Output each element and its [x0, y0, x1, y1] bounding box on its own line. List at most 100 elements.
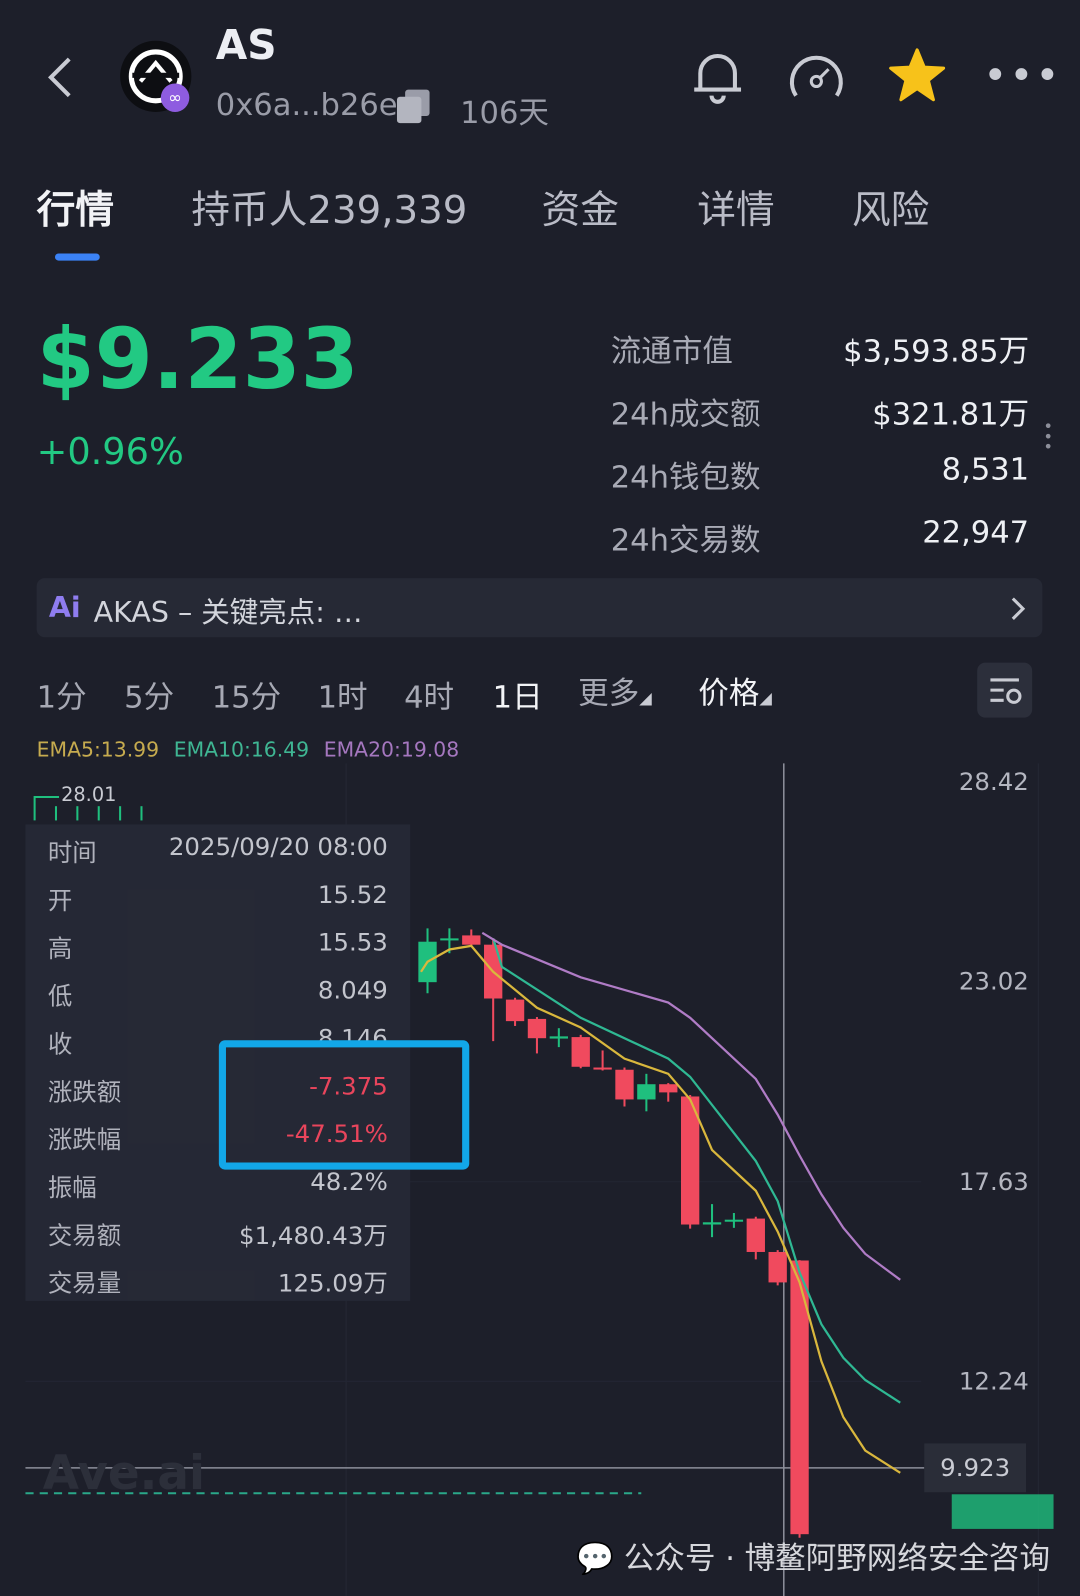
tooltip-value: 8.049	[317, 976, 388, 1005]
timeframe-1h[interactable]: 1时	[317, 679, 368, 716]
tooltip-label: 高	[47, 934, 73, 963]
candle-body	[527, 1018, 547, 1039]
footer-text: 公众号 · 博鳌阿野网络安全咨询	[623, 1541, 1050, 1577]
tooltip-label: 振幅	[47, 1173, 97, 1203]
ema10-label: EMA10:16.49	[173, 736, 310, 762]
chart-settings-button[interactable]	[977, 662, 1033, 718]
timeframe-4h[interactable]: 4时	[404, 679, 455, 716]
high-marker-line	[33, 796, 60, 821]
candle-body	[680, 1096, 700, 1225]
candle-tooltip: 时间 2025/09/20 08:00 开 15.52 高 15.53 低 8.…	[25, 824, 411, 1301]
ema-legend: EMA5:13.99 EMA10:16.49 EMA20:19.08	[37, 737, 460, 761]
ai-banner-text: AKAS – 关键亮点: …	[93, 595, 363, 630]
stat-value: $321.81万	[872, 396, 1030, 433]
candle-body	[440, 938, 459, 941]
tab-funds[interactable]: 资金	[541, 187, 619, 233]
speedometer-icon[interactable]	[786, 49, 847, 106]
ai-highlights-banner[interactable]: Ai AKAS – 关键亮点: …	[36, 578, 1043, 638]
star-icon[interactable]	[888, 47, 947, 104]
current-price: $9.233	[36, 311, 359, 409]
candle-body	[790, 1260, 809, 1535]
tab-risk[interactable]: 风险	[851, 187, 930, 233]
stat-label: 24h交易数	[610, 523, 761, 559]
candle-body	[549, 1036, 568, 1039]
tooltip-value: -7.375	[309, 1071, 388, 1101]
tooltip-value: 48.2%	[310, 1167, 388, 1197]
candle-body	[615, 1069, 634, 1100]
tooltip-label: 交易额	[47, 1221, 122, 1250]
stat-value: $3,593.85万	[843, 333, 1030, 370]
wechat-icon: 💬	[576, 1541, 615, 1577]
candle-body	[637, 1084, 656, 1100]
dropdown-triangle-icon: ◢	[759, 688, 772, 708]
dropdown-triangle-icon: ◢	[639, 688, 652, 708]
timeframe-more-dropdown[interactable]: 更多◢	[578, 668, 652, 713]
y-tick-label: 23.02	[958, 967, 1029, 996]
timeframe-5m[interactable]: 5分	[124, 679, 175, 716]
bell-icon[interactable]	[688, 47, 747, 106]
settings-sliders-icon	[990, 678, 1022, 704]
back-icon[interactable]	[45, 55, 76, 100]
more-label: 更多	[578, 675, 640, 712]
stat-label: 流通市值	[610, 333, 733, 370]
ema20-label: EMA20:19.08	[323, 736, 460, 762]
active-tab-indicator	[54, 253, 100, 261]
ai-icon: Ai	[48, 590, 81, 624]
tooltip-value: -47.51%	[285, 1119, 388, 1149]
tab-details[interactable]: 详情	[697, 187, 775, 233]
timeframe-1m[interactable]: 1分	[36, 679, 87, 716]
tooltip-value: 125.09万	[277, 1269, 388, 1298]
candle-body	[462, 935, 481, 945]
y-tick-label: 28.42	[958, 767, 1029, 797]
stat-value: 22,947	[922, 515, 1030, 551]
tab-market[interactable]: 行情	[36, 187, 115, 233]
ema5-label: EMA5:13.99	[36, 736, 160, 762]
tooltip-label: 低	[47, 982, 73, 1011]
tooltip-label: 开	[47, 886, 73, 916]
wechat-footer: 💬 公众号 · 博鳌阿野网络安全咨询	[576, 1533, 1050, 1578]
highlight-box	[218, 1040, 470, 1170]
tooltip-value: $1,480.43万	[239, 1221, 388, 1250]
tooltip-label: 涨跌幅	[47, 1125, 122, 1155]
timeframe-15m[interactable]: 15分	[211, 679, 282, 716]
tooltip-label: 涨跌额	[47, 1077, 122, 1107]
high-marker-label: 28.01	[61, 783, 117, 807]
chevron-right-icon	[1011, 597, 1026, 620]
price-type-dropdown[interactable]: 价格◢	[698, 668, 772, 713]
price-change: +0.96%	[36, 431, 184, 474]
timeframe-1d[interactable]: 1日	[492, 679, 543, 716]
tooltip-value: 15.53	[317, 928, 388, 957]
y-tick-label: 17.63	[958, 1167, 1029, 1197]
chain-badge-icon: ∞	[160, 83, 190, 112]
y-tick-label: 12.24	[958, 1367, 1029, 1396]
ave-watermark: Ave.ai	[42, 1445, 206, 1501]
tooltip-label: 时间	[47, 838, 97, 868]
tooltip-label: 收	[47, 1030, 73, 1059]
ema-line-ema10	[492, 938, 901, 1404]
contract-address: 0x6a...b26e	[215, 87, 398, 124]
candle-body	[593, 1067, 612, 1070]
more-icon[interactable]: •••	[983, 52, 1062, 100]
tooltip-value: 2025/09/20 08:00	[168, 832, 388, 862]
candle-body	[505, 999, 525, 1022]
token-age: 106天	[460, 95, 549, 132]
tooltip-label: 交易量	[47, 1269, 122, 1298]
price-type-label: 价格	[698, 675, 760, 712]
tooltip-value: 15.52	[317, 880, 388, 909]
token-name: AS	[215, 22, 277, 70]
candle-body	[702, 1222, 722, 1225]
current-price-tag	[951, 1494, 1054, 1529]
candle-body	[571, 1037, 590, 1067]
ema-line-ema5	[420, 944, 901, 1474]
crosshair-price-label: 9.923	[924, 1443, 1027, 1493]
candle-body	[659, 1084, 678, 1093]
copy-icon[interactable]	[396, 89, 432, 125]
candle-body	[768, 1251, 787, 1283]
tab-holders[interactable]: 持币人239,339	[191, 187, 468, 233]
tooltip-value: 8.146	[317, 1024, 388, 1053]
ema-line-ema20	[481, 931, 901, 1281]
stats-more-icon[interactable]: • • •	[1043, 416, 1053, 457]
stat-label: 24h钱包数	[610, 460, 761, 496]
